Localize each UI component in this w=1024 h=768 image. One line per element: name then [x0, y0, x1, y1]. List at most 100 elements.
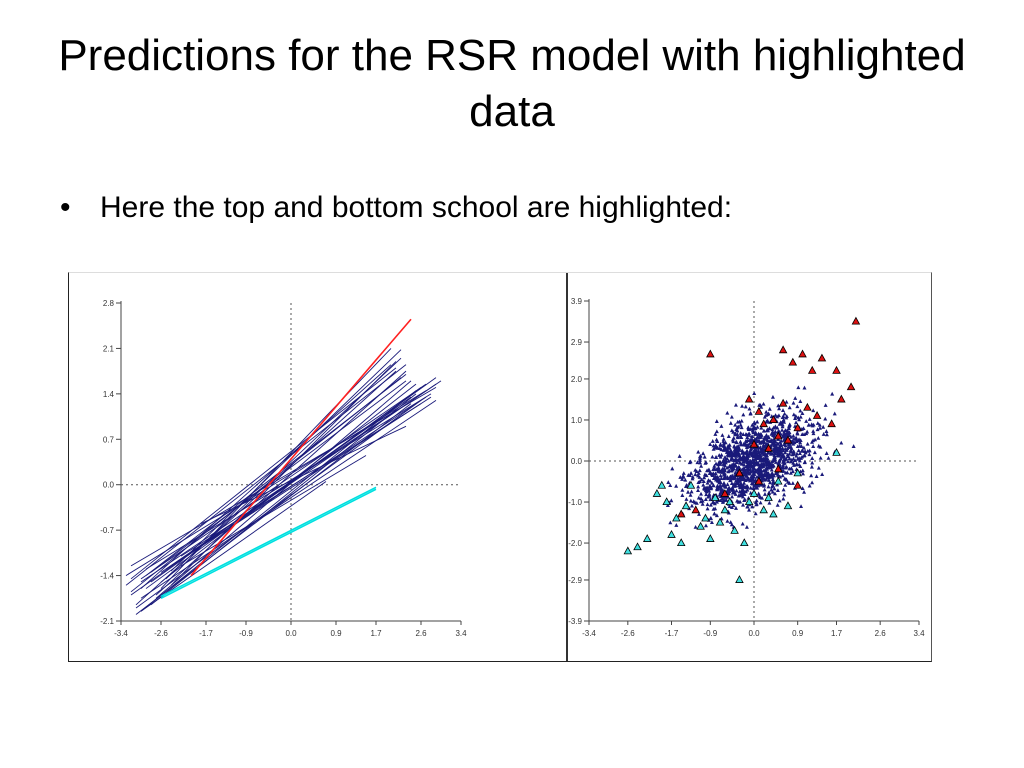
data-point: [713, 474, 718, 479]
x-tick-label: 2.6: [415, 629, 427, 638]
data-point: [742, 462, 747, 467]
data-point: [708, 486, 713, 491]
data-point: [721, 483, 726, 488]
data-point: [708, 442, 713, 446]
data-point: [688, 492, 693, 497]
data-point: [802, 459, 807, 464]
x-tick-label: -2.6: [621, 629, 635, 638]
data-point: [770, 474, 775, 479]
data-point: [807, 448, 812, 453]
data-point: [752, 438, 757, 442]
data-point: [714, 445, 719, 450]
data-point: [781, 496, 786, 501]
data-point: [705, 480, 710, 485]
data-point: [735, 419, 740, 424]
data-point: [745, 484, 750, 489]
data-point: [726, 476, 731, 481]
data-point: [789, 449, 794, 454]
data-point: [800, 432, 805, 436]
data-point: [775, 502, 780, 507]
data-point: [726, 458, 731, 463]
predictions-line-chart: -3.4 -2.6 -1.7 -0.9 0.0 0.9 1.7 2.6 3.4 -2.1 -1.4 -…: [100, 299, 467, 638]
data-point: [766, 484, 771, 489]
data-point: [714, 429, 719, 434]
data-point: [756, 455, 761, 460]
bottom-school-point: [701, 513, 710, 522]
data-point: [751, 449, 756, 454]
data-point: [748, 485, 753, 490]
data-point: [689, 503, 694, 508]
data-point: [693, 524, 698, 529]
top-school-point: [706, 349, 715, 358]
data-point: [713, 432, 718, 436]
data-point: [718, 498, 723, 502]
data-point: [721, 436, 726, 441]
data-point: [743, 432, 748, 436]
data-point: [674, 483, 679, 488]
data-point: [728, 421, 733, 425]
top-school-point: [744, 394, 754, 403]
data-point: [738, 499, 743, 504]
data-point: [748, 410, 753, 415]
data-point: [753, 426, 758, 430]
data-point: [752, 420, 757, 425]
data-point: [740, 494, 745, 499]
top-school-line: [190, 318, 412, 577]
data-point: [727, 485, 732, 490]
data-point: [783, 483, 788, 487]
data-point: [735, 425, 740, 430]
data-point: [702, 454, 707, 459]
data-point: [708, 470, 713, 474]
data-point: [762, 483, 767, 488]
data-point: [783, 428, 788, 433]
data-point: [712, 511, 717, 516]
top-school-point: [749, 439, 759, 448]
x-tick-label: 0.0: [285, 629, 297, 638]
data-point: [781, 414, 786, 419]
data-point: [738, 441, 743, 446]
data-point: [773, 447, 778, 451]
data-point: [767, 406, 772, 411]
data-point: [670, 466, 675, 471]
bottom-school-point: [672, 513, 681, 522]
data-point: [727, 445, 732, 450]
data-point: [699, 477, 704, 482]
data-point: [811, 408, 816, 413]
data-point: [722, 461, 727, 466]
data-point: [737, 483, 742, 488]
data-point: [742, 465, 747, 470]
data-point: [735, 476, 740, 480]
data-point: [716, 465, 721, 470]
data-point: [711, 483, 716, 488]
data-point: [752, 462, 757, 467]
data-point: [711, 476, 716, 480]
data-point: [773, 429, 778, 434]
top-school-point: [817, 353, 827, 362]
x-tick-label: -3.4: [114, 629, 128, 638]
data-point: [731, 503, 736, 508]
data-point: [799, 448, 804, 453]
data-point: [756, 448, 761, 453]
top-school-point: [783, 435, 793, 444]
data-point: [804, 431, 809, 436]
school-line: [180, 455, 367, 567]
school-line: [155, 370, 407, 596]
data-point: [760, 462, 765, 467]
data-point: [761, 452, 766, 457]
data-point: [689, 489, 694, 494]
data-point: [751, 481, 756, 486]
bottom-school-point: [696, 521, 705, 530]
data-point: [763, 413, 768, 417]
data-point: [816, 435, 821, 440]
data-point: [815, 427, 820, 432]
x-tick-label: 0.9: [792, 629, 804, 638]
data-point: [767, 465, 772, 470]
x-tick-label: -2.6: [154, 629, 168, 638]
y-tick-label: -3.9: [568, 617, 582, 626]
data-point: [769, 487, 774, 492]
data-point: [762, 492, 767, 496]
data-point: [771, 442, 776, 446]
data-point: [751, 459, 756, 463]
data-point: [743, 489, 748, 494]
data-point: [760, 495, 765, 500]
